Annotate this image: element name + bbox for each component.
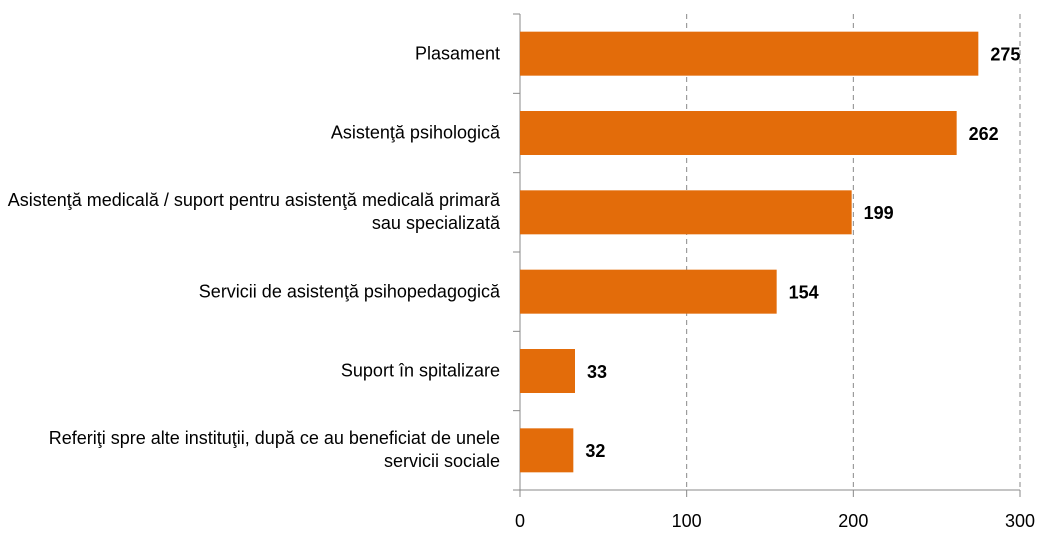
bar xyxy=(520,269,777,314)
y-tick-label: Asistenţă psihologică xyxy=(330,122,500,143)
value-label: 275 xyxy=(990,44,1020,64)
bar xyxy=(520,428,574,473)
y-tick-label: Servicii de asistenţă psihopedagogică xyxy=(198,281,500,302)
y-tick-label: Asistenţă medicală / suport pentru asist… xyxy=(7,190,500,234)
value-label: 33 xyxy=(587,362,607,382)
value-label: 199 xyxy=(864,203,894,223)
bar xyxy=(520,111,957,155)
value-label: 154 xyxy=(789,282,819,302)
x-tick-label: 300 xyxy=(1005,511,1035,531)
x-tick-label: 0 xyxy=(515,511,525,531)
y-tick-label: Plasament xyxy=(414,43,500,64)
bar xyxy=(520,31,979,76)
y-tick-label: Suport în spitalizare xyxy=(340,360,500,381)
y-tick-label: Referiţi spre alte instituţii, după ce a… xyxy=(48,428,500,472)
x-tick-label: 100 xyxy=(672,511,702,531)
x-tick-label: 200 xyxy=(838,511,868,531)
value-label: 32 xyxy=(585,441,605,461)
value-label: 262 xyxy=(969,124,999,144)
bar xyxy=(520,190,852,235)
bar xyxy=(520,349,575,393)
